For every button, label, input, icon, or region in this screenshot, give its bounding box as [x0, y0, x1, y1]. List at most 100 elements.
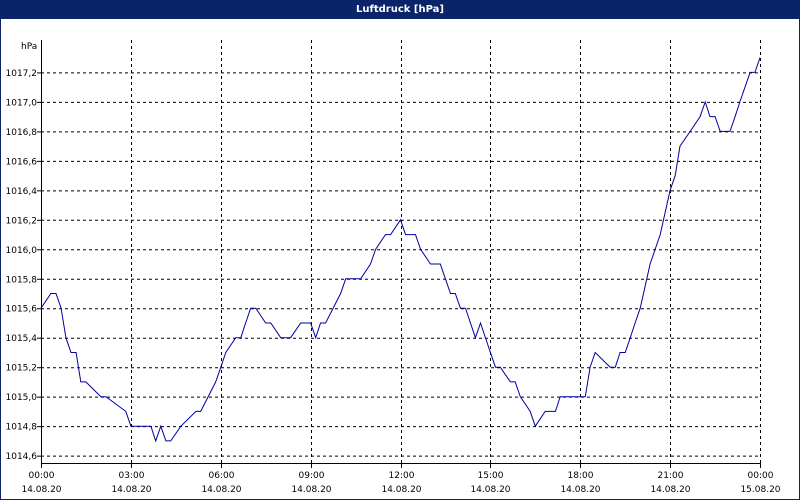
data-point — [545, 411, 546, 412]
data-point — [675, 175, 676, 176]
data-point — [475, 337, 476, 338]
data-point — [170, 440, 171, 441]
data-point — [100, 396, 101, 397]
x-tick-label-date: 14.08.20 — [470, 485, 510, 495]
data-point — [715, 116, 716, 117]
data-point — [225, 352, 226, 353]
data-point — [535, 426, 536, 427]
x-tick-label-date: 14.08.20 — [21, 485, 61, 495]
x-tick-label-date: 14.08.20 — [650, 485, 690, 495]
x-tick-label-time: 15:00 — [478, 471, 504, 481]
data-point — [150, 426, 151, 427]
data-point — [195, 411, 196, 412]
data-point — [754, 72, 755, 73]
series-line — [40, 57, 761, 443]
data-point — [530, 411, 531, 412]
data-point — [305, 322, 306, 323]
data-point — [580, 396, 581, 397]
data-point — [240, 337, 241, 338]
data-point — [460, 308, 461, 309]
data-point — [555, 411, 556, 412]
data-point — [340, 293, 341, 294]
data-point — [495, 367, 496, 368]
data-point — [165, 440, 166, 441]
y-tick-label: 1014,6 — [6, 452, 38, 462]
y-tick-label: 1016,0 — [6, 246, 38, 256]
data-point — [590, 367, 591, 368]
data-point — [705, 101, 706, 102]
data-point — [61, 308, 62, 309]
data-point — [105, 396, 106, 397]
data-point — [455, 293, 456, 294]
data-point — [130, 426, 131, 427]
data-point — [450, 293, 451, 294]
data-point — [265, 322, 266, 323]
data-point — [759, 57, 760, 58]
data-point — [420, 249, 421, 250]
y-tick-label: 1015,2 — [6, 364, 38, 374]
data-point — [620, 352, 621, 353]
y-tick-label: 1015,8 — [6, 275, 38, 285]
x-tick-label-time: 03:00 — [119, 471, 145, 481]
data-point — [660, 234, 661, 235]
axes — [37, 40, 761, 468]
series-group — [40, 57, 761, 443]
y-tick-label: 1015,6 — [6, 305, 38, 315]
data-point — [440, 263, 441, 264]
data-point — [70, 352, 71, 353]
data-point — [739, 101, 740, 102]
data-point — [80, 381, 81, 382]
data-point — [650, 263, 651, 264]
data-point — [679, 146, 680, 147]
y-tick-label: 1015,4 — [6, 334, 38, 344]
y-tick-label: 1014,8 — [6, 423, 38, 433]
x-tick-label-time: 00:00 — [29, 471, 55, 481]
data-point — [595, 352, 596, 353]
data-point — [490, 352, 491, 353]
data-point — [515, 381, 516, 382]
data-point — [125, 411, 126, 412]
data-point — [670, 190, 671, 191]
y-tick-label: 1015,0 — [6, 393, 38, 403]
x-tick-label-time: 06:00 — [209, 471, 235, 481]
data-point — [750, 72, 751, 73]
data-point — [640, 308, 641, 309]
data-point — [180, 426, 181, 427]
data-point — [520, 396, 521, 397]
data-point — [250, 308, 251, 309]
x-tick-label-time: 18:00 — [568, 471, 594, 481]
data-point — [510, 381, 511, 382]
data-point — [155, 440, 156, 441]
y-tick-label: 1016,8 — [6, 128, 38, 138]
data-point — [345, 278, 346, 279]
data-point — [480, 322, 481, 323]
data-point — [280, 337, 281, 338]
x-tick-label-date: 14.08.20 — [111, 485, 151, 495]
data-point — [85, 381, 86, 382]
data-point — [700, 116, 701, 117]
data-point — [430, 263, 431, 264]
x-tick-label-date: 14.08.20 — [560, 485, 600, 495]
data-point — [370, 263, 371, 264]
y-tick-label: 1016,4 — [6, 187, 38, 197]
x-tick-label-date: 14.08.20 — [291, 485, 331, 495]
data-point — [235, 337, 236, 338]
data-point — [215, 381, 216, 382]
x-tick-label-date: 14.08.20 — [381, 485, 421, 495]
data-point — [615, 367, 616, 368]
x-tick-label-date: 15.08.20 — [740, 485, 780, 495]
data-point — [245, 322, 246, 323]
data-point — [65, 337, 66, 338]
data-point — [690, 131, 691, 132]
y-tick-label: 1016,6 — [6, 157, 38, 167]
data-point — [400, 219, 401, 220]
data-point — [445, 278, 446, 279]
data-point — [50, 293, 51, 294]
x-tick-label-time: 09:00 — [299, 471, 325, 481]
tick-labels: 1014,6 1014,8 1015,0 1015,2 1015,4 1015,6 1015… — [6, 69, 781, 495]
data-point — [290, 337, 291, 338]
data-point — [415, 234, 416, 235]
data-point — [465, 308, 466, 309]
